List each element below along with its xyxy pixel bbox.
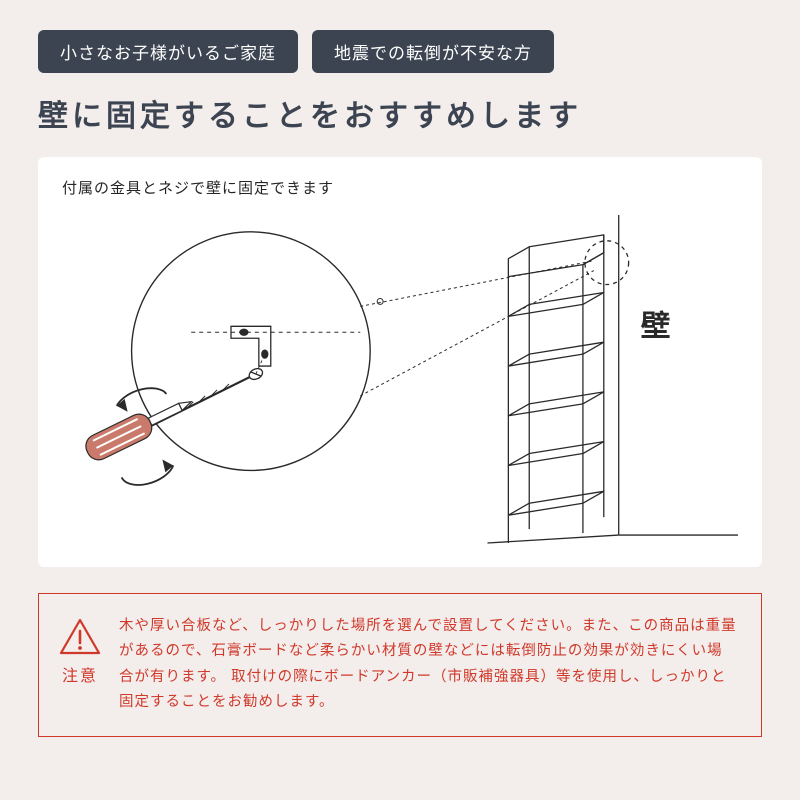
page-headline: 壁に固定することをおすすめします xyxy=(38,91,762,135)
warning-icon xyxy=(59,618,101,656)
pill-1: 小さなお子様がいるご家庭 xyxy=(38,30,298,73)
warning-box: 注意 木や厚い合板など、しっかりした場所を選んで設置してください。また、この商品… xyxy=(38,593,762,737)
diagram-panel: 付属の金具とネジで壁に固定できます xyxy=(38,157,762,567)
warning-icon-block: 注意 xyxy=(59,614,101,686)
pill-2: 地震での転倒が不安な方 xyxy=(312,30,554,73)
warning-label: 注意 xyxy=(62,662,98,686)
warning-body: 木や厚い合板など、しっかりした場所を選んで設置してください。また、この商品は重量… xyxy=(119,614,737,716)
wall-label-glyph: 壁 xyxy=(641,310,671,343)
assembly-diagram: 壁 xyxy=(62,206,738,546)
diagram-caption: 付属の金具とネジで壁に固定できます xyxy=(62,177,738,198)
audience-pills: 小さなお子様がいるご家庭 地震での転倒が不安な方 xyxy=(38,30,762,73)
